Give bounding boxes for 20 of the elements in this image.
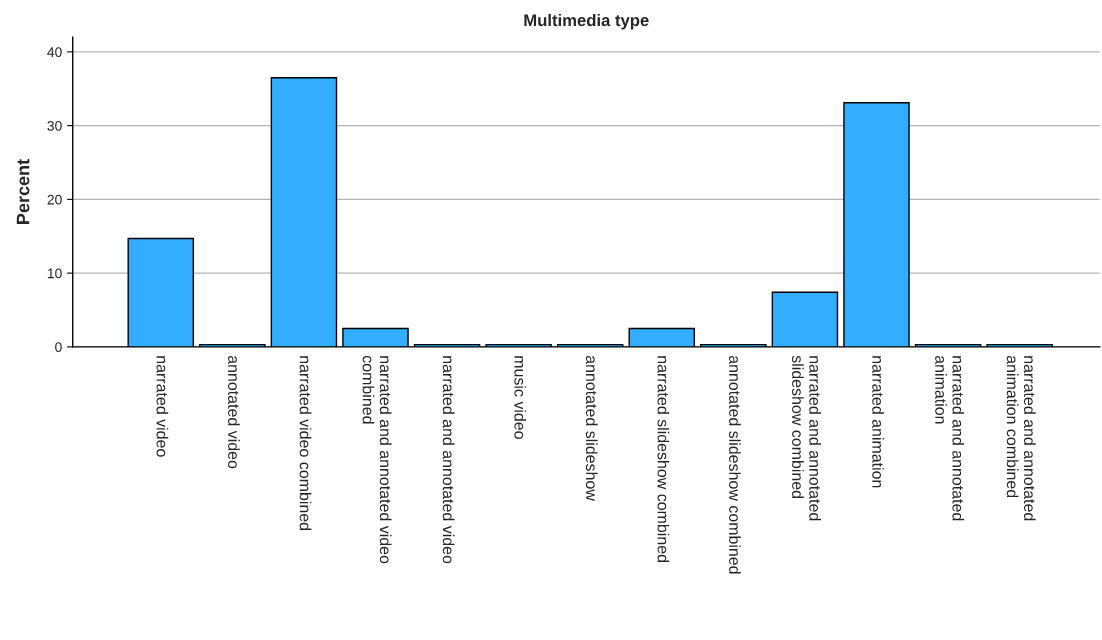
x-tick-label: narrated animation xyxy=(872,356,884,488)
y-tick-label: 40 xyxy=(47,47,62,58)
x-tick-label: annotated video xyxy=(228,355,240,469)
x-tick-label: narrated and annotated video xyxy=(442,356,455,564)
x-tick-label: narrated and annotated video combined xyxy=(362,355,392,564)
y-tick-label: 20 xyxy=(47,194,62,205)
x-tick-label: narrated and annotated slideshow combined xyxy=(792,355,821,521)
x-tick-label: narrated video xyxy=(156,356,169,457)
y-axis-title: Percent xyxy=(16,159,30,224)
x-tick-label: narrated slideshow combined xyxy=(657,356,670,562)
x-tick-label: narrated and annotated animation xyxy=(935,355,965,521)
y-tick-label: 30 xyxy=(47,120,62,131)
x-tick-label: narrated video combined xyxy=(299,356,312,530)
x-tick-label: music video xyxy=(514,356,527,439)
x-tick-label: annotated slideshow combined xyxy=(729,355,741,574)
y-tick-label: 0 xyxy=(55,342,62,353)
chart-title: Multimedia type xyxy=(524,13,649,30)
x-tick-label: narrated and annotated animation combined xyxy=(1006,355,1036,521)
x-tick-label: annotated slideshow xyxy=(585,355,598,501)
y-tick-label: 10 xyxy=(47,268,62,279)
